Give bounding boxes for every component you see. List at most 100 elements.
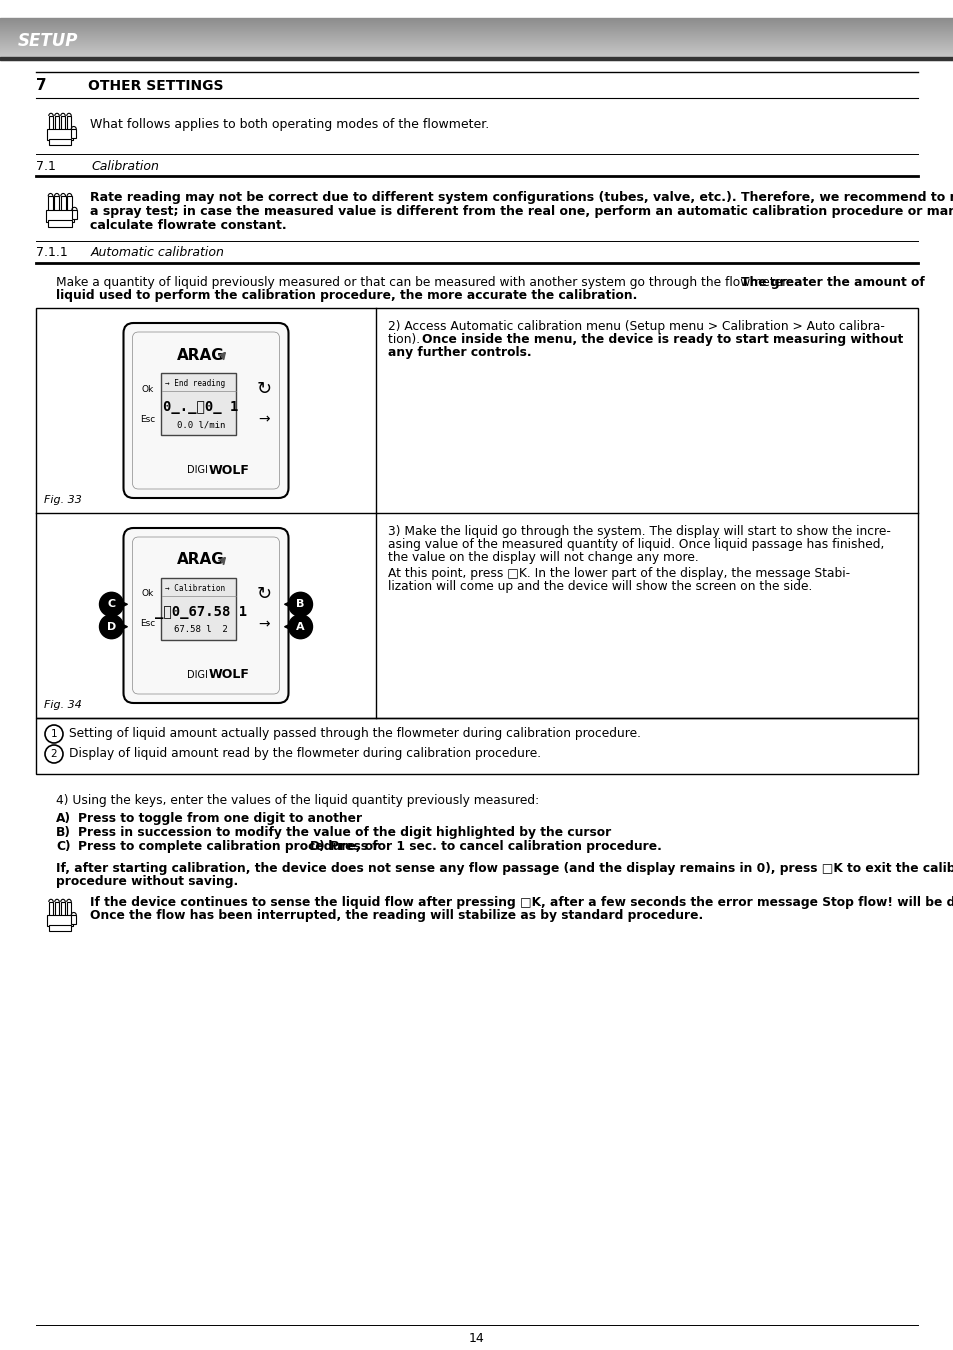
Circle shape [288, 593, 313, 617]
Bar [49, 116, 53, 130]
Bar [49, 220, 71, 227]
Text: 14: 14 [469, 1331, 484, 1345]
Text: calculate flowrate constant.: calculate flowrate constant. [90, 219, 286, 232]
Text: If the device continues to sense the liquid flow after pressing □K, after a few : If the device continues to sense the liq… [90, 896, 953, 909]
Circle shape [288, 614, 313, 639]
Text: A): A) [56, 811, 71, 825]
Bar [49, 925, 71, 932]
Text: Press to toggle from one digit to another: Press to toggle from one digit to anothe… [78, 811, 362, 825]
Bar [67, 902, 71, 917]
Text: 4) Using the keys, enter the values of the liquid quantity previously measured:: 4) Using the keys, enter the values of t… [56, 794, 538, 807]
Bar [71, 130, 76, 138]
Bar [61, 196, 66, 211]
Text: What follows applies to both operating modes of the flowmeter.: What follows applies to both operating m… [90, 117, 489, 131]
Text: D: D [107, 622, 116, 632]
Text: Once inside the menu, the device is ready to start measuring without: Once inside the menu, the device is read… [421, 333, 902, 346]
Circle shape [99, 593, 123, 617]
Text: Ok: Ok [141, 385, 153, 393]
Text: B: B [296, 599, 304, 609]
Text: A: A [295, 622, 305, 632]
Text: lization will come up and the device will show the screen on the side.: lization will come up and the device wil… [388, 580, 812, 593]
Text: D): D) [310, 840, 325, 853]
Text: Press to complete calibration procedure, or: Press to complete calibration procedure,… [78, 840, 379, 853]
Text: 1: 1 [51, 729, 57, 738]
Bar [36, 718, 917, 774]
Text: 2) Access Automatic calibration menu (Setup menu > Calibration > Auto calibra-: 2) Access Automatic calibration menu (Se… [388, 320, 884, 333]
Text: →: → [258, 412, 270, 427]
Text: 7.1: 7.1 [36, 159, 56, 173]
Bar [54, 116, 59, 130]
Bar [0, 57, 953, 59]
Text: 2: 2 [51, 749, 57, 759]
FancyBboxPatch shape [132, 332, 279, 489]
Bar [54, 902, 59, 917]
Text: 3) Make the liquid go through the system. The display will start to show the inc: 3) Make the liquid go through the system… [388, 525, 890, 539]
Text: → End reading: → End reading [165, 379, 226, 387]
Bar [46, 211, 73, 221]
Bar [36, 308, 917, 718]
Bar [71, 915, 76, 923]
Text: ↻: ↻ [256, 379, 272, 398]
Bar [54, 196, 59, 211]
Text: WOLF: WOLF [209, 668, 250, 682]
FancyBboxPatch shape [123, 323, 288, 498]
Text: 7: 7 [36, 78, 47, 93]
Text: B): B) [56, 826, 71, 838]
Text: Fig. 34: Fig. 34 [44, 701, 82, 710]
Text: Display of liquid amount read by the flowmeter during calibration procedure.: Display of liquid amount read by the flo… [69, 748, 540, 760]
Text: Press in succession to modify the value of the digit highlighted by the cursor: Press in succession to modify the value … [78, 826, 611, 838]
Bar [67, 116, 71, 130]
Circle shape [99, 614, 123, 639]
Text: Esc: Esc [140, 414, 155, 424]
Bar [49, 902, 53, 917]
Text: ̲0̲67.58 1: ̲0̲67.58 1 [154, 605, 247, 620]
Text: Fig. 33: Fig. 33 [44, 495, 82, 505]
Text: WOLF: WOLF [209, 463, 250, 477]
Bar [61, 902, 65, 917]
Text: If, after starting calibration, the device does not sense any flow passage (and : If, after starting calibration, the devi… [56, 863, 953, 875]
Text: →: → [258, 617, 270, 630]
Text: → Calibration: → Calibration [165, 585, 226, 593]
Bar [49, 196, 52, 211]
Text: 0̲.̲0̲ 1: 0̲.̲0̲ 1 [163, 400, 238, 414]
Text: Rate reading may not be correct due to different system configurations (tubes, v: Rate reading may not be correct due to d… [90, 190, 953, 204]
Text: Calibration: Calibration [91, 159, 159, 173]
Text: Ok: Ok [141, 590, 153, 598]
Text: the value on the display will not change any more.: the value on the display will not change… [388, 551, 698, 564]
Text: a spray test; in case the measured value is different from the real one, perform: a spray test; in case the measured value… [90, 205, 953, 217]
Text: asing value of the measured quantity of liquid. Once liquid passage has finished: asing value of the measured quantity of … [388, 539, 883, 551]
Text: ARAG: ARAG [177, 552, 225, 567]
Text: DIGI: DIGI [187, 670, 208, 680]
Text: ARAG: ARAG [177, 347, 225, 363]
Bar [47, 130, 73, 140]
Text: Esc: Esc [140, 620, 155, 629]
Text: Setting of liquid amount actually passed through the flowmeter during calibratio: Setting of liquid amount actually passed… [69, 728, 640, 741]
Text: procedure without saving.: procedure without saving. [56, 875, 238, 888]
Text: C: C [108, 599, 115, 609]
Text: SETUP: SETUP [18, 32, 78, 50]
Text: 67.58 l  2: 67.58 l 2 [174, 625, 228, 634]
Text: 0.0 l/min: 0.0 l/min [176, 420, 225, 429]
Text: C): C) [56, 840, 71, 853]
Text: any further controls.: any further controls. [388, 346, 531, 359]
FancyBboxPatch shape [123, 528, 288, 703]
Text: ↻: ↻ [256, 585, 272, 603]
Text: At this point, press □K. In the lower part of the display, the message Stabi-: At this point, press □K. In the lower pa… [388, 567, 849, 580]
Text: Automatic calibration: Automatic calibration [91, 247, 225, 259]
Text: The greater the amount of: The greater the amount of [740, 275, 923, 289]
Text: tion).: tion). [388, 333, 423, 346]
Text: Make a quantity of liquid previously measured or that can be measured with anoth: Make a quantity of liquid previously mea… [56, 275, 789, 289]
Bar [67, 196, 71, 211]
Bar [161, 578, 236, 640]
FancyBboxPatch shape [132, 537, 279, 694]
Text: 7.1.1: 7.1.1 [36, 247, 68, 259]
Bar [71, 211, 77, 220]
Text: DIGI: DIGI [187, 464, 208, 475]
Bar [161, 373, 236, 435]
Text: Once the flow has been interrupted, the reading will stabilize as by standard pr: Once the flow has been interrupted, the … [90, 909, 702, 922]
Text: liquid used to perform the calibration procedure, the more accurate the calibrat: liquid used to perform the calibration p… [56, 289, 637, 302]
Bar [61, 116, 65, 130]
Text: OTHER SETTINGS: OTHER SETTINGS [88, 80, 223, 93]
Bar [47, 915, 73, 926]
Bar [49, 139, 71, 144]
